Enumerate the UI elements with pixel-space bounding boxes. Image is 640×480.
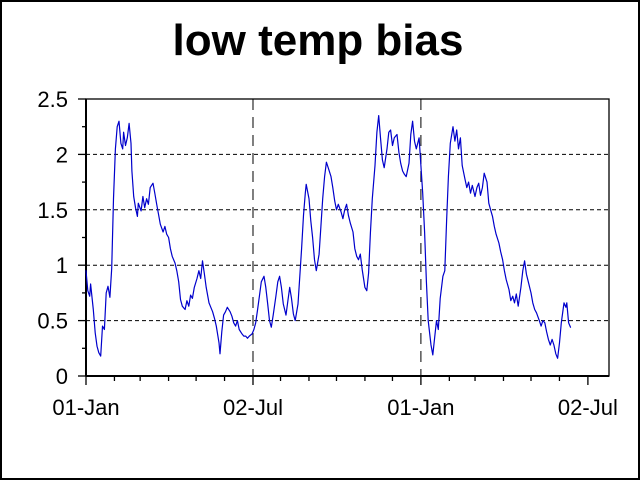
x-tick-label: 02-Jul [558,395,618,420]
data-line [85,114,572,359]
y-tick-label: 1 [56,253,68,278]
x-tick-label: 01-Jan [387,395,454,420]
y-tick-label: 2 [56,142,68,167]
x-tick-label: 02-Jul [223,395,283,420]
y-tick-label: 2.5 [37,87,68,112]
x-tick-label: 01-Jan [52,395,119,420]
y-tick-label: 1.5 [37,198,68,223]
plot-border [85,98,610,377]
y-tick-label: 0 [56,364,68,389]
plot-area: 0 0.5 1 1.5 2 2.5 01-Jan 02-Jul 01-Jan 02-Jul [37,87,617,420]
y-tick-label: 0.5 [37,309,68,334]
chart-title: low temp bias [173,16,464,65]
